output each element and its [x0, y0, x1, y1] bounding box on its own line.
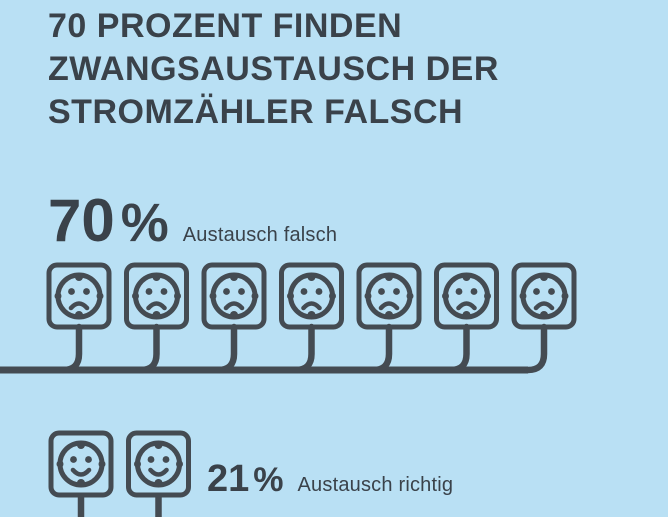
socket-sad-face-icon	[511, 262, 577, 330]
socket-sad-face-icon	[434, 262, 499, 330]
stat-falsch: 70 % Austausch falsch	[48, 191, 337, 254]
power-cable-bus	[0, 323, 548, 374]
stat-falsch-value: 70	[48, 187, 115, 254]
stat-richtig-percent-sign: %	[253, 461, 284, 499]
socket-happy-face-icon	[126, 430, 191, 498]
socket-sad-face-icon	[46, 262, 112, 330]
power-cable-drops	[77, 496, 162, 517]
stat-falsch-percent-sign: %	[120, 193, 169, 253]
socket-sad-face-icon	[201, 262, 267, 330]
sockets-richtig-chart	[48, 430, 191, 517]
socket-sad-face-icon	[279, 262, 344, 330]
title-line-3: STROMZÄHLER FALSCH	[48, 93, 464, 131]
title-line-1: 70 PROZENT FINDEN	[48, 7, 403, 45]
sockets-falsch-chart	[0, 262, 577, 374]
title-line-2: ZWANGSAUSTAUSCH DER	[48, 50, 499, 88]
socket-sad-face-icon	[356, 262, 422, 330]
stat-falsch-label: Austausch falsch	[182, 224, 338, 246]
stat-richtig: 21 % Austausch richtig	[207, 460, 453, 500]
socket-sad-face-icon	[124, 262, 189, 330]
stat-richtig-label: Austausch richtig	[297, 474, 454, 496]
page-title: 70 PROZENT FINDEN ZWANGSAUSTAUSCH DER ST…	[48, 5, 499, 134]
stat-richtig-value: 21	[207, 458, 250, 500]
socket-happy-face-icon	[48, 430, 114, 498]
